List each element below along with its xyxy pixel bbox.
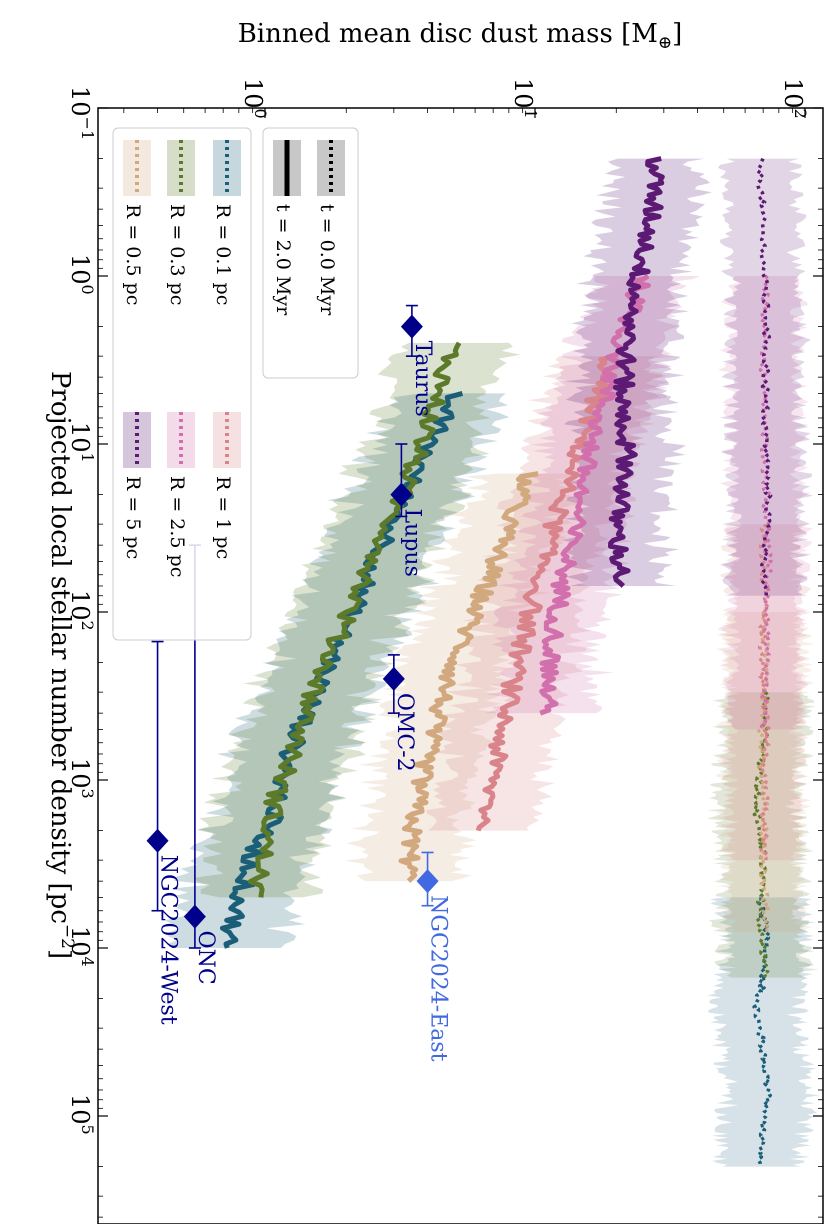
- y-axis-label-end: ]: [672, 19, 682, 49]
- band-r-0-5-pc-t2: [344, 473, 586, 882]
- x-axis-label-end: ]: [45, 949, 75, 959]
- legend-label: t = 2.0 Myr: [272, 204, 294, 316]
- line-r-1-pc-t2: [475, 353, 619, 832]
- legend-label: R = 0.5 pc: [122, 204, 144, 305]
- y-axis-label: Binned mean disc dust mass [M⊕]: [238, 19, 683, 53]
- axis-ticks: 10−1 100 101 102 103 104 105 100 101 102: [66, 78, 823, 1218]
- band-r-0-1-pc-t2: [164, 393, 510, 948]
- legend-entry-r-5-pc: R = 5 pc: [122, 412, 151, 559]
- legend-label: R = 0.1 pc: [212, 204, 234, 305]
- y-tick-label: 102: [779, 78, 810, 119]
- x-axis-label: Projected local stellar number density […: [45, 371, 77, 959]
- band-r-5-pc-t2: [561, 158, 712, 586]
- obs-marker: [416, 869, 439, 894]
- obs-marker: [183, 904, 206, 929]
- legend-entry-r-0-1-pc: R = 0.1 pc: [212, 140, 241, 305]
- obs-marker: [400, 314, 423, 339]
- band-r-0-3-pc-t2: [195, 342, 521, 898]
- legend-label: R = 1 pc: [212, 476, 234, 559]
- x-tick-label: 103: [66, 758, 97, 799]
- x-axis-label-exp: −2: [57, 924, 77, 949]
- legend-radius-box: [112, 127, 252, 641]
- legend-entry-r-1-pc: R = 1 pc: [212, 412, 241, 559]
- obs-lupus: Lupus: [390, 443, 424, 577]
- legend-label: R = 5 pc: [122, 476, 144, 559]
- obs-label: Taurus: [410, 341, 435, 417]
- band-r-0-3-pc-t0: [707, 692, 819, 978]
- obs-taurus: Taurus: [400, 304, 435, 417]
- obs-label: NGC2024-East: [426, 895, 451, 1062]
- line-r-0-1-pc-t2: [219, 390, 464, 949]
- band-r-0-1-pc-t0: [707, 897, 820, 1167]
- legend-entry-r-0-5-pc: R = 0.5 pc: [122, 140, 151, 305]
- obs-ngc2024-east: NGC2024-East: [416, 851, 451, 1062]
- legend-entry-t2: t = 2.0 Myr: [272, 140, 301, 316]
- obs-marker: [146, 828, 169, 853]
- obs-label: ONC: [193, 931, 218, 985]
- x-tick-label: 105: [66, 1094, 97, 1135]
- legend-entry-t0: t = 0.0 Myr: [316, 140, 345, 316]
- obs-marker: [382, 666, 405, 691]
- obs-label: OMC-2: [392, 693, 417, 772]
- line-r-0-3-pc-t2: [247, 341, 462, 898]
- plot-frame: [97, 107, 824, 1224]
- obs-ngc2024-west: NGC2024-West: [146, 640, 181, 1025]
- observations: Taurus Lupus OMC-2 NGC2024-East ONC NGC2024-W…: [146, 304, 451, 1062]
- obs-label: NGC2024-West: [156, 855, 181, 1025]
- legend-label: t = 0.0 Myr: [316, 204, 338, 316]
- y-tick-label: 101: [509, 78, 540, 119]
- line-r-0-5-pc-t0: [756, 610, 772, 934]
- x-tick-label: 10−1: [66, 86, 97, 140]
- line-r-2-5-pc-t0: [758, 274, 773, 731]
- x-tick-label: 104: [66, 926, 97, 967]
- legend: t = 0.0 Myr t = 2.0 Myr R = 0.1 pc R = 0.3 …: [112, 127, 359, 641]
- line-r-5-pc-t0: [755, 157, 773, 596]
- obs-marker: [390, 482, 413, 507]
- line-r-0-3-pc-t0: [751, 690, 771, 980]
- band-r-5-pc-t0: [717, 158, 814, 596]
- y-tick-label: 100: [239, 78, 270, 119]
- band-r-0-5-pc-t0: [714, 612, 815, 932]
- line-r-0-1-pc-t0: [752, 897, 772, 1168]
- obs-label: Lupus: [399, 509, 424, 577]
- line-r-0-5-pc-t2: [398, 471, 539, 883]
- band-r-1-pc-t2: [426, 356, 676, 831]
- legend-label: R = 2.5 pc: [166, 476, 188, 577]
- y-axis-label-sub: ⊕: [658, 33, 672, 53]
- legend-entry-r-0-3-pc: R = 0.3 pc: [166, 140, 195, 305]
- x-tick-label: 100: [66, 254, 97, 295]
- legend-entry-r-2-5-pc: R = 2.5 pc: [166, 412, 195, 577]
- x-tick-label: 102: [66, 590, 97, 631]
- series-lines: [219, 156, 773, 1168]
- obs-omc-2: OMC-2: [382, 654, 417, 772]
- x-tick-label: 101: [66, 422, 97, 463]
- line-r-5-pc-t2: [608, 156, 665, 588]
- legend-label: R = 0.3 pc: [166, 204, 188, 305]
